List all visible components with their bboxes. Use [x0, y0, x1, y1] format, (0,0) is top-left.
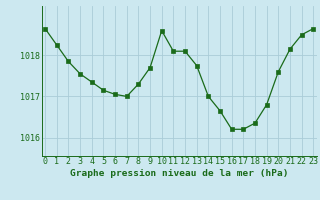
X-axis label: Graphe pression niveau de la mer (hPa): Graphe pression niveau de la mer (hPa) [70, 169, 288, 178]
